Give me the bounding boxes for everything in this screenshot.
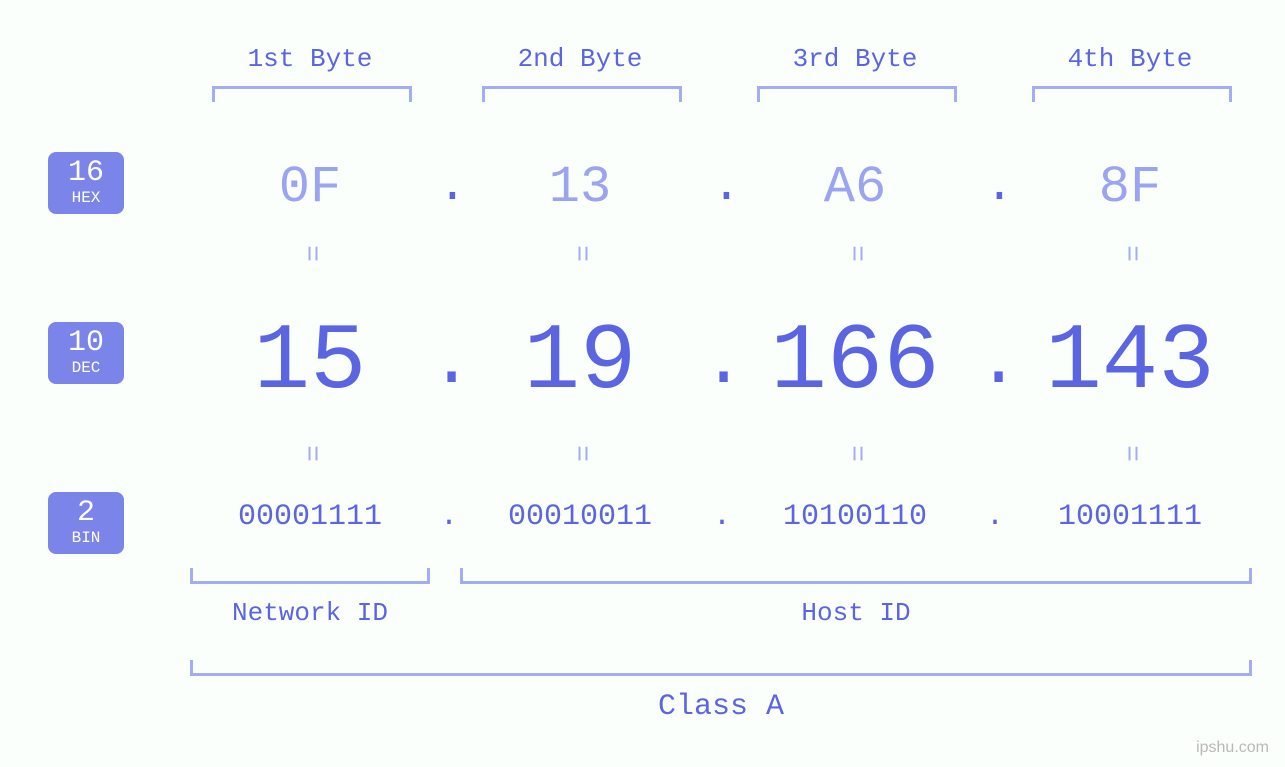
badge-bin-lbl: BIN <box>48 530 124 546</box>
byte-header-1: 1st Byte <box>190 44 430 74</box>
bin-byte-4: 10001111 <box>995 500 1265 534</box>
badge-bin: 2 BIN <box>48 492 124 554</box>
bracket-top-3 <box>757 86 957 102</box>
bin-dot-1: . <box>440 500 458 534</box>
bin-byte-1: 00001111 <box>175 500 445 534</box>
dec-dot-2: . <box>702 322 745 404</box>
bracket-network-id <box>190 568 430 584</box>
bracket-top-4 <box>1032 86 1232 102</box>
hex-byte-3: A6 <box>735 158 975 217</box>
bin-dot-2: . <box>713 500 731 534</box>
bin-byte-3: 10100110 <box>720 500 990 534</box>
badge-hex: 16 HEX <box>48 152 124 214</box>
bracket-host-id <box>460 568 1252 584</box>
dec-byte-3: 166 <box>715 310 995 416</box>
bracket-top-1 <box>212 86 412 102</box>
hex-byte-4: 8F <box>1010 158 1250 217</box>
eq-db-4: = <box>1115 445 1146 462</box>
label-class: Class A <box>190 690 1252 724</box>
dec-byte-1: 15 <box>170 310 450 416</box>
badge-dec-lbl: DEC <box>48 360 124 376</box>
eq-db-2: = <box>565 445 596 462</box>
hex-dot-3: . <box>985 160 1014 214</box>
bracket-top-2 <box>482 86 682 102</box>
dec-dot-3: . <box>977 322 1020 404</box>
badge-dec: 10 DEC <box>48 322 124 384</box>
byte-header-4: 4th Byte <box>1010 44 1250 74</box>
dec-byte-4: 143 <box>990 310 1270 416</box>
badge-bin-num: 2 <box>48 498 124 528</box>
dec-dot-1: . <box>430 322 473 404</box>
dec-byte-2: 19 <box>440 310 720 416</box>
watermark: ipshu.com <box>1196 739 1269 757</box>
bin-byte-2: 00010011 <box>445 500 715 534</box>
byte-header-2: 2nd Byte <box>460 44 700 74</box>
badge-dec-num: 10 <box>48 328 124 358</box>
bin-dot-3: . <box>986 500 1004 534</box>
hex-byte-1: 0F <box>190 158 430 217</box>
bracket-class <box>190 660 1252 676</box>
byte-header-3: 3rd Byte <box>735 44 975 74</box>
eq-db-3: = <box>840 445 871 462</box>
eq-db-1: = <box>295 445 326 462</box>
eq-hd-2: = <box>565 245 596 262</box>
eq-hd-3: = <box>840 245 871 262</box>
badge-hex-num: 16 <box>48 158 124 188</box>
label-host-id: Host ID <box>460 598 1252 628</box>
badge-hex-lbl: HEX <box>48 190 124 206</box>
hex-byte-2: 13 <box>460 158 700 217</box>
hex-dot-2: . <box>712 160 741 214</box>
eq-hd-4: = <box>1115 245 1146 262</box>
hex-dot-1: . <box>438 160 467 214</box>
label-network-id: Network ID <box>190 598 430 628</box>
eq-hd-1: = <box>295 245 326 262</box>
